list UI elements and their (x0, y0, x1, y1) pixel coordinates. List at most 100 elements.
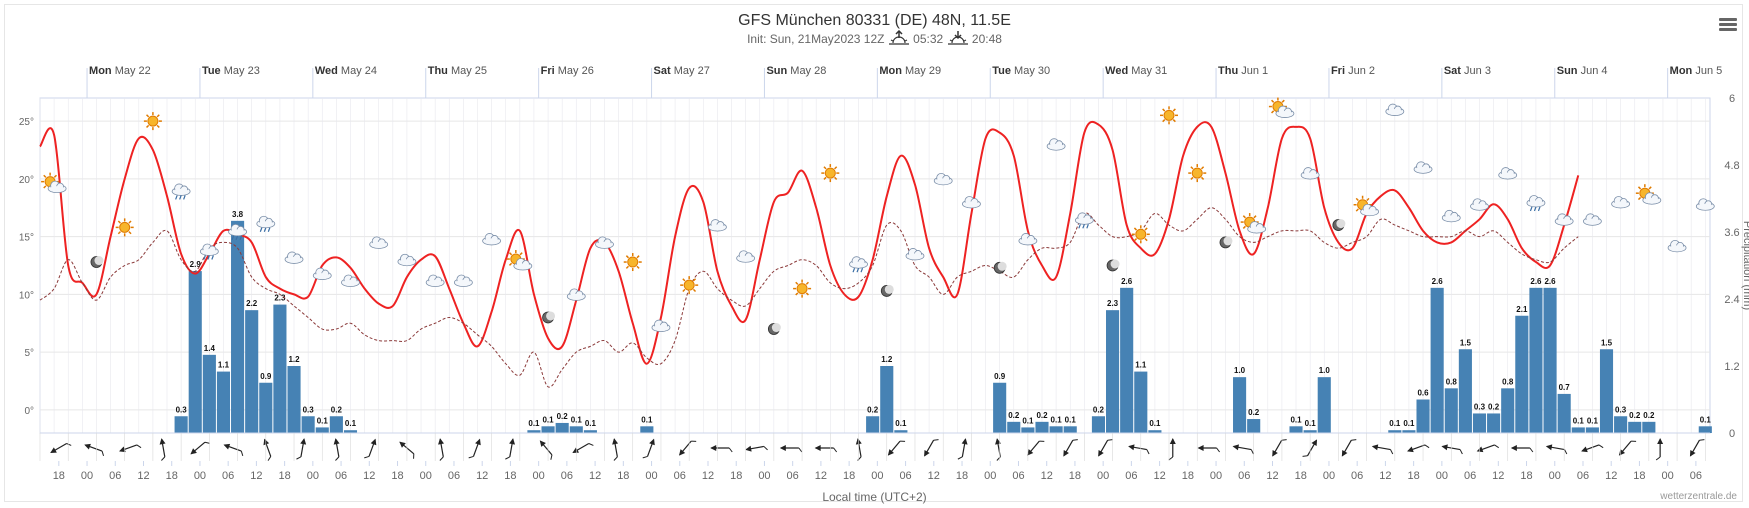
x-tick-label: 12 (250, 470, 262, 482)
precip-data-label: 2.3 (1107, 299, 1119, 308)
cloud-icon (566, 288, 586, 301)
precip-data-label: 0.2 (1036, 411, 1048, 420)
precip-data-label: 0.2 (1008, 411, 1020, 420)
sun-icon (623, 253, 642, 272)
wind-arrow (678, 440, 697, 456)
wind-arrow (924, 439, 939, 457)
wind-arrow (1341, 439, 1357, 457)
precip-bar (569, 426, 583, 433)
precip-bar (1487, 413, 1501, 433)
precip-bar (894, 430, 908, 433)
wind-arrow (1168, 438, 1176, 461)
wind-arrow (263, 438, 272, 461)
cloud-icon (425, 274, 445, 287)
x-tick-label: 12 (1041, 470, 1053, 482)
sun-icon (821, 164, 840, 183)
precip-bar (527, 430, 541, 433)
x-axis-title: Local time (UTC+2) (822, 490, 927, 504)
precip-data-label: 0.2 (1629, 411, 1641, 420)
wind-arrow (1232, 444, 1254, 455)
wind-arrow (333, 438, 340, 461)
hamburger-menu-icon[interactable] (1719, 18, 1737, 32)
day-label: Tue May 23 (202, 65, 260, 77)
precip-data-label: 2.3 (274, 294, 286, 303)
precip-bar (1035, 421, 1049, 433)
cloud-icon (1413, 161, 1433, 174)
y-right-tick-label: 4.8 (1724, 160, 1739, 172)
precip-bar (1247, 419, 1261, 433)
cloud-icon (1300, 167, 1320, 180)
x-tick-label: 18 (53, 470, 65, 482)
x-tick-label: 00 (1097, 470, 1109, 482)
wind-arrow (572, 442, 594, 454)
rain-icon (171, 183, 191, 200)
x-tick-label: 12 (815, 470, 827, 482)
cloud-icon (1695, 198, 1715, 211)
wind-arrow (190, 441, 210, 455)
precip-bar (315, 427, 329, 433)
precip-data-label: 1.1 (1135, 361, 1147, 370)
x-tick-label: 12 (702, 470, 714, 482)
x-tick-label: 00 (1549, 470, 1561, 482)
wind-arrow (159, 438, 166, 461)
x-tick-label: 12 (1266, 470, 1278, 482)
x-tick-label: 18 (166, 470, 178, 482)
precip-data-label: 1.4 (204, 344, 216, 353)
precip-data-label: 0.1 (641, 415, 653, 424)
y-right-tick-label: 3.6 (1724, 227, 1739, 239)
cloud-icon (397, 253, 417, 267)
precip-data-label: 2.6 (1121, 277, 1133, 286)
precip-bar (880, 366, 894, 433)
moon-icon (1106, 259, 1120, 272)
precip-data-label: 0.2 (867, 405, 879, 414)
precip-data-label: 1.0 (1319, 366, 1331, 375)
cloud-icon (736, 250, 756, 263)
precip-bar (1021, 427, 1035, 433)
moon-icon (1332, 219, 1346, 231)
day-label: Wed May 31 (1105, 65, 1167, 77)
x-tick-label: 18 (730, 470, 742, 482)
y-left-tick-label: 10° (19, 290, 34, 301)
precip-bar (1599, 349, 1614, 433)
sun-cloud-icon (1635, 184, 1662, 205)
cloud-icon (482, 233, 502, 246)
day-label: Mon May 22 (89, 65, 151, 77)
cloud-icon (1441, 209, 1461, 223)
wind-arrow (1545, 444, 1568, 455)
day-label: Wed May 24 (315, 65, 377, 77)
precip-data-label: 0.1 (345, 419, 357, 428)
cloud-icon (651, 319, 671, 332)
wind-arrow (1618, 440, 1637, 456)
precip-data-label: 0.2 (1643, 411, 1655, 420)
wind-arrow (223, 443, 244, 457)
x-tick-label: 00 (758, 470, 770, 482)
sun-cloud-icon (1240, 213, 1267, 234)
rain-icon (849, 256, 868, 273)
wind-arrow (1441, 444, 1463, 455)
precip-data-label: 2.9 (190, 260, 202, 269)
precip-data-label: 0.9 (260, 372, 272, 381)
precip-data-label: 2.6 (1432, 277, 1444, 286)
x-tick-label: 06 (109, 470, 121, 482)
x-tick-label: 12 (137, 470, 149, 482)
precip-data-label: 0.2 (557, 412, 569, 421)
wind-arrow (1371, 444, 1394, 455)
cloud-icon (708, 219, 727, 232)
precip-bar (640, 426, 654, 433)
x-tick-label: 12 (928, 470, 940, 482)
rain-icon (1074, 212, 1094, 229)
precip-bar (1529, 287, 1543, 433)
precip-data-label: 0.2 (1093, 405, 1105, 414)
sunrise-icon (888, 30, 909, 45)
wind-arrow (438, 438, 445, 461)
precip-data-label: 1.2 (288, 355, 300, 364)
cloud-icon (341, 274, 360, 287)
credit-label[interactable]: wetterzentrale.de (1660, 491, 1737, 502)
wind-arrow (364, 438, 377, 459)
precip-bar (1388, 430, 1402, 433)
x-tick-label: 00 (533, 470, 545, 482)
wind-arrow (119, 444, 142, 453)
precip-bar (1698, 426, 1712, 433)
precip-bar (1472, 413, 1487, 433)
